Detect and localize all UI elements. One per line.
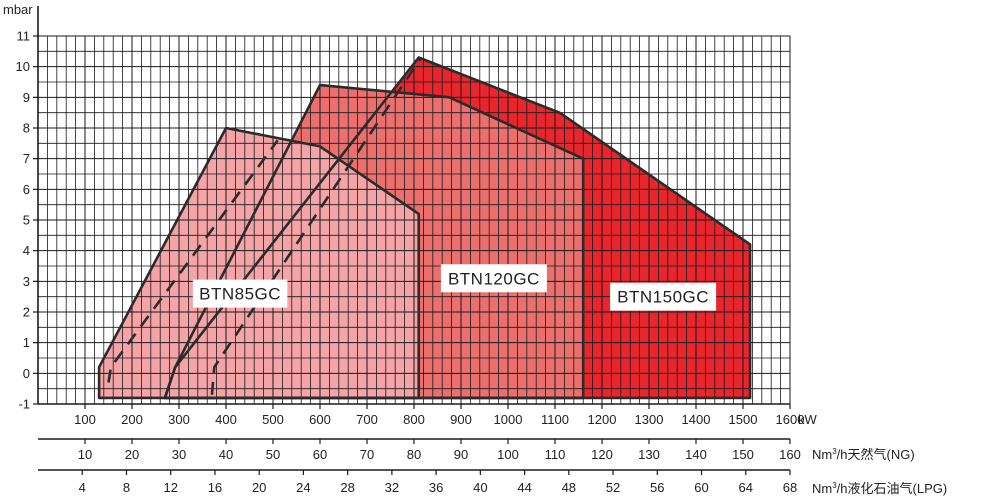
x-tick-label: 8 xyxy=(123,480,130,495)
y-tick-label: 0 xyxy=(23,366,30,381)
dashed-line xyxy=(210,56,423,395)
x-tick-label: 20 xyxy=(252,480,266,495)
outline-btn120gc xyxy=(163,83,585,400)
series-outlines xyxy=(97,56,752,400)
x-tick-label: 900 xyxy=(450,412,472,427)
x-tick-label: 68 xyxy=(783,480,797,495)
x-tick-label: 200 xyxy=(121,412,143,427)
y-tick-label: 9 xyxy=(23,90,30,105)
x-tick-label: 30 xyxy=(172,447,186,462)
x-axis-unit-ng: Nm3/h天然气(NG) xyxy=(812,447,915,462)
x-tick-label: 1300 xyxy=(635,412,664,427)
x-tick-label: 80 xyxy=(407,447,421,462)
x-tick-label: 1000 xyxy=(494,412,523,427)
x-tick-label: 4 xyxy=(79,480,86,495)
y-tick-label: 6 xyxy=(23,182,30,197)
x-tick-label: 48 xyxy=(562,480,576,495)
x-tick-label: 90 xyxy=(454,447,468,462)
y-tick-label: 4 xyxy=(23,243,30,258)
x-tick-label: 56 xyxy=(650,480,664,495)
x-tick-label: 100 xyxy=(497,447,519,462)
y-tick-label: 1 xyxy=(23,335,30,350)
y-tick-label: 10 xyxy=(16,59,30,74)
y-tick-label: 5 xyxy=(23,213,30,228)
x-tick-label: 110 xyxy=(545,447,566,462)
y-tick-label: 11 xyxy=(17,29,31,44)
x-tick-label: 150 xyxy=(732,447,754,462)
x-tick-label: 160 xyxy=(779,447,801,462)
x-tick-label: 36 xyxy=(429,480,443,495)
x-tick-label: 64 xyxy=(739,480,753,495)
label-box-btn85gc xyxy=(192,279,288,308)
series-areas xyxy=(99,57,751,398)
series-label-btn150gc: BTN150GC xyxy=(617,288,709,307)
x-tick-label: 130 xyxy=(638,447,660,462)
x-tick-label: 800 xyxy=(403,412,425,427)
x-tick-label: 50 xyxy=(266,447,280,462)
x-tick-label: 1600 xyxy=(776,412,805,427)
x-tick-label: 1200 xyxy=(588,412,617,427)
x-axis-unit-kw: kW xyxy=(798,412,818,427)
x-tick-label: 70 xyxy=(360,447,374,462)
x-tick-label: 40 xyxy=(473,480,487,495)
x-tick-label: 60 xyxy=(694,480,708,495)
series-label-btn85gc: BTN85GC xyxy=(199,285,281,304)
series-labels: BTN85GC BTN120GC BTN150GC xyxy=(192,264,717,311)
x-tick-label: 24 xyxy=(296,480,310,495)
x-tick-label: 120 xyxy=(591,447,613,462)
chart-grid xyxy=(37,35,791,405)
y-tick-label: 7 xyxy=(23,151,30,166)
outline-btn85gc xyxy=(97,126,421,400)
y-axis: mbar -1 0 1 2 3 4 5 6 7 8 9 10 11 xyxy=(3,2,39,412)
x-tick-label: 140 xyxy=(685,447,707,462)
x-tick-label: 28 xyxy=(340,480,354,495)
y-tick-label: 2 xyxy=(23,305,30,320)
y-axis-label: mbar xyxy=(3,2,33,17)
dashed-lines xyxy=(107,56,423,395)
x-tick-label: 10 xyxy=(78,447,92,462)
x-tick-label: 100 xyxy=(74,412,96,427)
label-box-btn120gc xyxy=(440,264,547,293)
x-axis-unit-lpg: Nm3/h液化石油气(LPG) xyxy=(812,481,947,496)
x-tick-label: 1500 xyxy=(729,412,758,427)
x-tick-label: 16 xyxy=(208,480,222,495)
x-tick-label: 32 xyxy=(385,480,399,495)
x-tick-label: 52 xyxy=(606,480,620,495)
y-tick-label: -1 xyxy=(18,397,30,412)
x-tick-label: 40 xyxy=(219,447,233,462)
x-axes: 100 200 300 400 500 600 700 800 900 1000 1100 1200 1… xyxy=(38,403,947,496)
x-tick-label: 60 xyxy=(313,447,327,462)
x-tick-label: 600 xyxy=(309,412,331,427)
x-tick-label: 700 xyxy=(356,412,378,427)
x-tick-label: 20 xyxy=(125,447,139,462)
y-tick-label: 8 xyxy=(23,121,30,136)
x-tick-label: 400 xyxy=(215,412,237,427)
x-tick-label: 1100 xyxy=(541,412,569,427)
x-tick-label: 44 xyxy=(517,480,531,495)
dashed-line xyxy=(107,139,279,383)
x-tick-label: 300 xyxy=(168,412,190,427)
y-tick-label: 3 xyxy=(23,274,30,289)
x-tick-label: 1400 xyxy=(682,412,711,427)
series-label-btn120gc: BTN120GC xyxy=(448,269,540,288)
x-tick-label: 500 xyxy=(262,412,284,427)
label-box-btn150gc xyxy=(610,282,717,311)
x-tick-label: 12 xyxy=(163,480,177,495)
